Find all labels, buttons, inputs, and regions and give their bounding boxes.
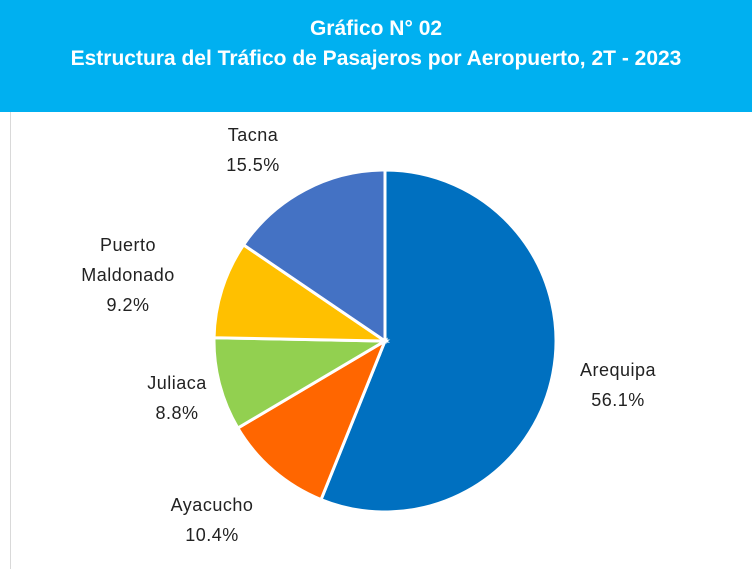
value-label: 56.1% (591, 390, 645, 410)
pie-slice (319, 168, 558, 514)
category-label: Puerto Maldonado (81, 235, 175, 285)
slice-label: Arequipa 56.1% (548, 355, 688, 415)
value-label: 15.5% (226, 155, 280, 175)
border (10, 112, 11, 569)
pie-slice (212, 336, 391, 431)
chart-title: Gráfico N° 02 (309, 17, 443, 40)
value-label: 9.2% (106, 295, 150, 315)
slice-label: Tacna 15.5% (183, 120, 323, 180)
value-label: 10.4% (185, 525, 239, 545)
chart-subtitle: Estructura del Tráfico de Pasajeros por … (70, 47, 682, 70)
slice-label: Juliaca 8.8% (117, 368, 237, 428)
category-label: Arequipa (579, 360, 657, 380)
value-label: 8.8% (155, 403, 199, 423)
slice-label: Puerto Maldonado 9.2% (68, 230, 188, 320)
slice-label: Ayacucho 10.4% (142, 490, 282, 550)
pie-slice (241, 168, 387, 344)
pie-slice (235, 337, 389, 502)
category-label: Tacna (227, 125, 279, 145)
category-label: Ayacucho (170, 495, 254, 515)
category-label: Juliaca (147, 373, 207, 393)
title-banner: Gráfico N° 02 Estructura del Tráfico de … (0, 0, 752, 112)
pie-slice (212, 242, 391, 343)
